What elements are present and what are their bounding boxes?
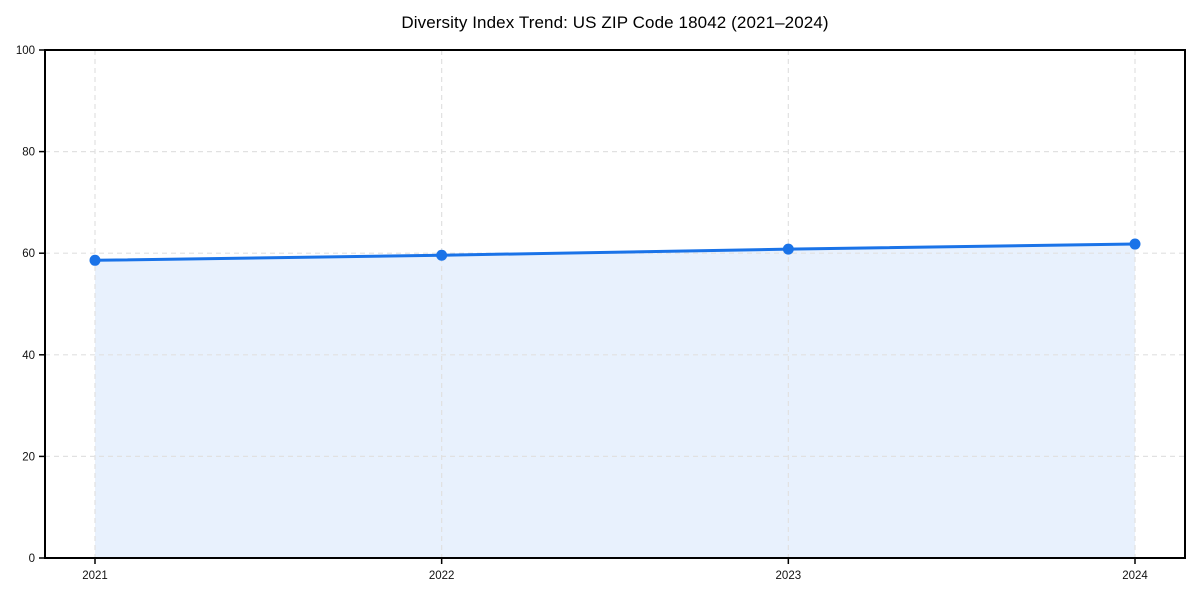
y-tick-label: 100 (16, 45, 35, 57)
series-area-fill (95, 244, 1135, 558)
y-tick-label: 0 (29, 553, 35, 565)
y-tick-label: 80 (22, 147, 35, 159)
data-point-marker (436, 249, 448, 261)
y-tick-label: 40 (22, 350, 35, 362)
x-tick-label: 2023 (776, 570, 802, 582)
y-tick-label: 20 (22, 451, 35, 463)
data-point-marker (782, 243, 794, 255)
axes-frame (44, 49, 1186, 559)
x-tick-label: 2021 (82, 570, 108, 582)
series-line (93, 242, 1137, 262)
plot-background (45, 50, 1185, 558)
x-tick-label: 2024 (1122, 570, 1148, 582)
chart-title: Diversity Index Trend: US ZIP Code 18042… (401, 13, 829, 32)
data-point-marker (89, 254, 101, 266)
x-tick-label: 2022 (429, 570, 455, 582)
y-tick-label: 60 (22, 248, 35, 260)
data-point-marker (1129, 238, 1141, 250)
